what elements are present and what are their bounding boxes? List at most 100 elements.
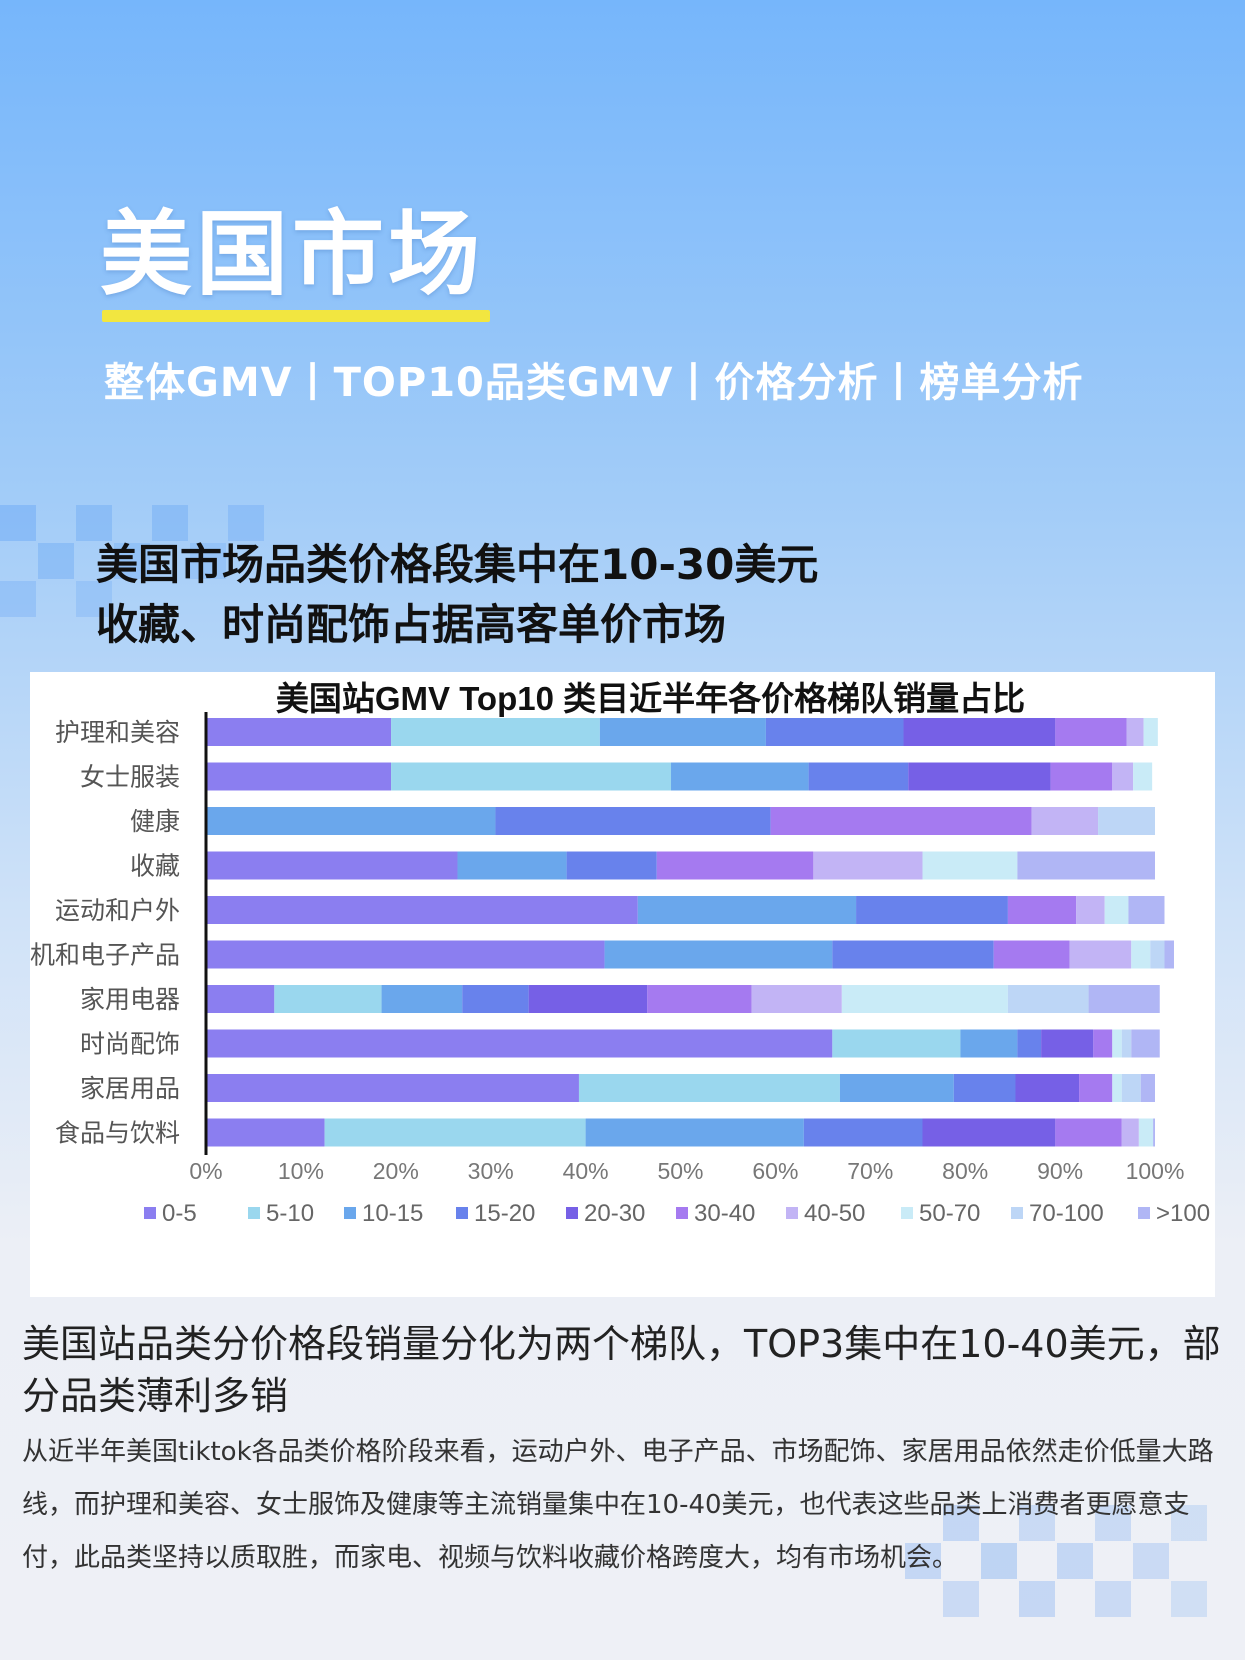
checker-square — [190, 543, 226, 579]
bar-segment — [391, 718, 600, 746]
headline: 美国市场品类价格段集中在10-30美元 收藏、时尚配饰占据高客单价市场 — [96, 535, 818, 655]
bar-segment — [922, 1118, 1056, 1147]
checker-square — [1095, 1581, 1131, 1617]
category-label: 家用电器 — [80, 986, 180, 1014]
bar-segment — [856, 896, 1008, 924]
legend-swatch — [248, 1207, 260, 1219]
headline-line-1: 美国市场品类价格段集中在10-30美元 — [96, 540, 819, 589]
bar-segment — [1153, 1118, 1155, 1147]
bar-segment — [462, 985, 529, 1013]
bar-segment — [1007, 896, 1077, 924]
x-tick-label: 80% — [942, 1158, 988, 1184]
bar-segment — [206, 851, 458, 880]
legend-swatch — [144, 1207, 156, 1219]
legend-swatch — [344, 1207, 356, 1219]
bar-segment — [566, 851, 657, 880]
bar-segment — [908, 762, 1051, 791]
checker-square — [1133, 1543, 1169, 1579]
section-subnav: 整体GMV丨TOP10品类GMV丨价格分析丨榜单分析 — [104, 360, 1084, 406]
x-tick-label: 50% — [657, 1158, 703, 1184]
bar-segment — [1041, 1029, 1094, 1058]
checker-square — [1057, 1543, 1093, 1579]
bar-segment — [953, 1074, 1016, 1102]
bar-segment — [751, 985, 842, 1013]
bar-segment — [1150, 940, 1165, 969]
checker-square — [228, 505, 264, 541]
x-tick-label: 20% — [373, 1158, 419, 1184]
legend-label: 70-100 — [1029, 1200, 1104, 1227]
checker-square — [981, 1543, 1017, 1579]
checker-square — [1019, 1505, 1055, 1541]
bar-segment — [656, 851, 814, 880]
checker-square — [1171, 1581, 1207, 1617]
bar-segment — [324, 1118, 586, 1147]
bar-segment — [1112, 762, 1134, 791]
x-tick-label: 0% — [189, 1158, 222, 1184]
bar-segment — [1015, 1074, 1080, 1102]
checker-square — [76, 505, 112, 541]
legend-label: 10-15 — [362, 1200, 423, 1227]
checker-square — [0, 581, 36, 617]
bar-segment — [528, 985, 648, 1013]
category-label: 运动和户外 — [55, 897, 180, 925]
legend-swatch — [566, 1207, 578, 1219]
chart-title: 美国站GMV Top10 类目近半年各价格梯队销量占比 — [276, 680, 1025, 717]
bar-segment — [495, 807, 771, 835]
checker-square — [1095, 1505, 1131, 1541]
legend-label: 5-10 — [266, 1200, 314, 1227]
x-tick-label: 100% — [1126, 1158, 1185, 1184]
category-label: 家居用品 — [80, 1075, 180, 1103]
bar-segment — [1055, 718, 1127, 746]
bar-segment — [206, 1074, 579, 1102]
bar-segment — [1079, 1074, 1113, 1102]
x-tick-label: 90% — [1037, 1158, 1083, 1184]
bar-segment — [206, 1029, 833, 1058]
bar-segment — [1017, 851, 1155, 880]
body-paragraph: 从近半年美国tiktok各品类价格阶段来看，运动户外、电子产品、市场配饰、家居用… — [22, 1437, 1214, 1573]
bar-segment — [1143, 718, 1158, 746]
bar-segment — [1017, 1029, 1042, 1058]
bar-segment — [1128, 896, 1165, 924]
bar-segment — [960, 1029, 1018, 1058]
bar-segment — [803, 1118, 923, 1147]
summary-text: 美国站品类分价格段销量分化为两个梯队，TOP3集中在10-40美元，部分品类薄利… — [22, 1322, 1221, 1418]
bar-segment — [841, 985, 1008, 1013]
bar-segment — [1093, 1029, 1113, 1058]
legend-swatch — [456, 1207, 468, 1219]
bar-segment — [1121, 1118, 1139, 1147]
x-tick-label: 40% — [563, 1158, 609, 1184]
category-label: 食品与饮料 — [55, 1120, 180, 1148]
bar-segment — [206, 985, 275, 1013]
bar-segment — [274, 985, 382, 1013]
checker-square — [114, 543, 150, 579]
legend-swatch — [1138, 1207, 1150, 1219]
bar-segment — [1131, 1029, 1160, 1058]
bar-segment — [1126, 718, 1144, 746]
legend-label: 30-40 — [694, 1200, 755, 1227]
legend-label: 15-20 — [474, 1200, 535, 1227]
legend-label: >100 — [1156, 1200, 1210, 1227]
bar-segment — [832, 940, 994, 969]
x-tick-label: 30% — [468, 1158, 514, 1184]
bar-segment — [206, 940, 605, 969]
checker-square — [1171, 1505, 1207, 1541]
checker-square — [943, 1505, 979, 1541]
x-tick-label: 60% — [752, 1158, 798, 1184]
bar-segment — [647, 985, 752, 1013]
title-underline — [102, 310, 490, 322]
legend-swatch — [786, 1207, 798, 1219]
bar-segment — [1007, 985, 1089, 1013]
bar-segment — [903, 718, 1056, 746]
checker-square — [943, 1581, 979, 1617]
page-title: 美国市场 — [100, 201, 485, 308]
bar-segment — [381, 985, 463, 1013]
stacked-bar-chart: 美国站GMV Top10 类目近半年各价格梯队销量占比护理和美容女士服装健康收藏… — [30, 680, 1210, 1227]
bar-segment — [770, 807, 1032, 835]
category-label: 机和电子产品 — [30, 942, 180, 970]
bar-segment — [1112, 1074, 1122, 1102]
bar-segment — [832, 1029, 961, 1058]
legend-label: 20-30 — [584, 1200, 645, 1227]
bar-segment — [206, 807, 496, 835]
checker-pattern-left — [0, 505, 340, 617]
bar-segment — [1112, 1029, 1122, 1058]
